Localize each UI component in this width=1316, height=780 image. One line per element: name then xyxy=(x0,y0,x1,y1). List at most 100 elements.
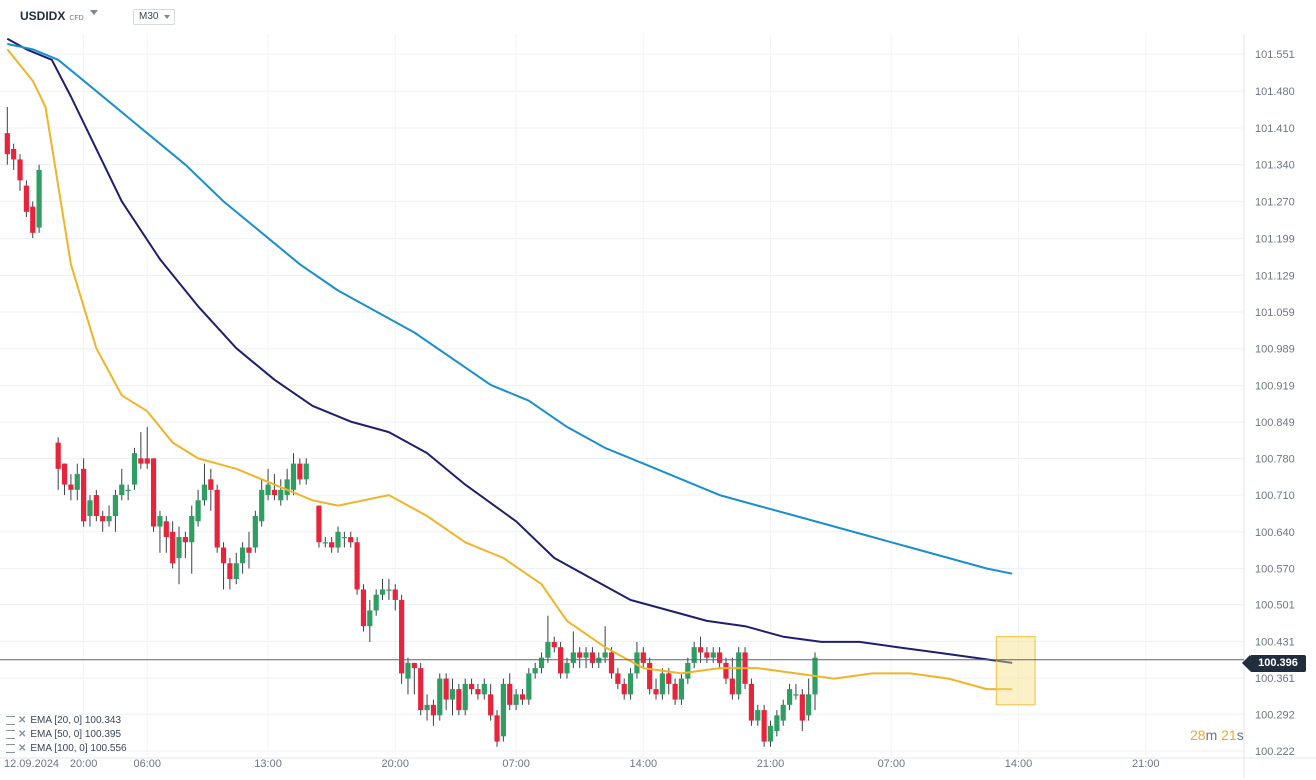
symbol-name: USDIDX xyxy=(20,9,66,23)
candle xyxy=(691,641,697,669)
ema-line-0 xyxy=(6,48,1013,691)
candle xyxy=(61,463,68,496)
candle xyxy=(74,463,80,501)
candle xyxy=(297,458,303,485)
candle xyxy=(87,495,93,527)
candle xyxy=(259,479,265,527)
candle xyxy=(577,647,583,669)
candle xyxy=(443,673,449,711)
y-tick-label: 100.431 xyxy=(1255,636,1295,648)
symbol-selector[interactable]: USDIDX CFD xyxy=(20,9,84,23)
legend-item-ema50[interactable]: ✕ EMA [50, 0] 100.395 xyxy=(6,727,127,741)
candle-body xyxy=(329,542,335,548)
legend-item-ema100[interactable]: ✕ EMA [100, 0] 100.556 xyxy=(6,741,127,755)
close-icon[interactable]: ✕ xyxy=(18,714,27,726)
y-tick-label: 101.199 xyxy=(1255,234,1295,246)
candle xyxy=(23,180,29,218)
settings-icon[interactable] xyxy=(6,743,15,753)
candle xyxy=(354,537,360,595)
candle-body xyxy=(240,547,246,564)
candle xyxy=(112,489,119,532)
candle xyxy=(736,647,742,700)
candle xyxy=(558,641,564,679)
candle xyxy=(615,668,621,690)
candle xyxy=(214,484,220,553)
candle-body xyxy=(150,458,157,527)
settings-icon[interactable] xyxy=(6,715,15,725)
timeframe-selector[interactable]: M30 xyxy=(133,9,175,25)
candle xyxy=(475,683,481,700)
candle xyxy=(392,584,398,611)
candle xyxy=(500,678,506,742)
x-tick-label: 20:00 xyxy=(70,758,98,770)
candle xyxy=(640,647,646,669)
candle-body xyxy=(691,647,697,663)
candle xyxy=(519,689,526,705)
candle-body xyxy=(558,647,564,674)
candle-body xyxy=(430,704,437,716)
candle xyxy=(81,458,87,527)
candle-body xyxy=(443,678,449,700)
candle xyxy=(697,636,704,663)
candle-body xyxy=(761,710,767,742)
ema-lines xyxy=(6,37,1013,691)
close-icon[interactable]: ✕ xyxy=(18,742,27,754)
candle-body xyxy=(341,537,347,539)
candle xyxy=(456,683,462,716)
y-tick-label: 100.710 xyxy=(1255,490,1295,502)
candle-body xyxy=(513,694,519,705)
y-tick-label: 100.222 xyxy=(1255,746,1295,758)
candle-body xyxy=(259,489,265,522)
candle-body xyxy=(189,516,195,543)
y-tick-label: 101.129 xyxy=(1255,270,1295,282)
candle xyxy=(201,463,208,506)
candle-body xyxy=(252,516,258,548)
candle-body xyxy=(284,479,290,496)
y-axis: 101.551 101.480 101.410 101.340 101.270 101.1… xyxy=(1255,49,1295,758)
candle-countdown: 28m 21s xyxy=(1190,727,1244,743)
candle xyxy=(647,657,653,695)
candle xyxy=(780,699,786,726)
candle-body xyxy=(672,683,678,700)
candle xyxy=(812,652,818,711)
chevron-down-icon[interactable] xyxy=(90,10,98,15)
candle-body xyxy=(36,169,42,228)
close-icon[interactable]: ✕ xyxy=(18,728,27,740)
candle xyxy=(430,699,437,726)
candle-body xyxy=(303,463,309,480)
candle xyxy=(30,201,36,239)
candle-body xyxy=(30,206,36,233)
candle-body xyxy=(163,521,169,538)
candle-body xyxy=(227,563,233,579)
y-tick-label: 100.989 xyxy=(1255,344,1295,356)
y-tick-label: 101.059 xyxy=(1255,307,1295,319)
candle-body xyxy=(157,516,163,527)
candle xyxy=(100,510,106,532)
candle-body xyxy=(176,537,182,559)
candle xyxy=(316,505,322,548)
candle xyxy=(182,531,188,559)
candle xyxy=(507,673,513,711)
candle-body xyxy=(475,689,481,695)
indicator-legend: ✕ EMA [20, 0] 100.343 ✕ EMA [50, 0] 100.39… xyxy=(6,713,127,755)
current-candle-highlight xyxy=(995,636,1036,706)
candle xyxy=(195,489,201,527)
y-tick-label: 100.292 xyxy=(1255,709,1295,721)
countdown-seconds: 21 xyxy=(1221,727,1237,743)
candle-body xyxy=(278,489,284,501)
candle-body xyxy=(68,484,74,490)
settings-icon[interactable] xyxy=(6,729,15,739)
candle-body xyxy=(545,641,551,658)
candle-body xyxy=(577,652,583,658)
legend-item-ema20[interactable]: ✕ EMA [20, 0] 100.343 xyxy=(6,713,127,727)
x-tick-label: 12.09.2024 xyxy=(4,758,59,770)
candle xyxy=(589,647,596,669)
x-tick-label: 21:00 xyxy=(1132,758,1160,770)
candle xyxy=(538,652,545,674)
candle-body xyxy=(373,594,379,611)
candle xyxy=(157,510,163,553)
candle xyxy=(278,479,284,506)
candle-body xyxy=(392,589,398,600)
candle-body xyxy=(418,668,424,711)
